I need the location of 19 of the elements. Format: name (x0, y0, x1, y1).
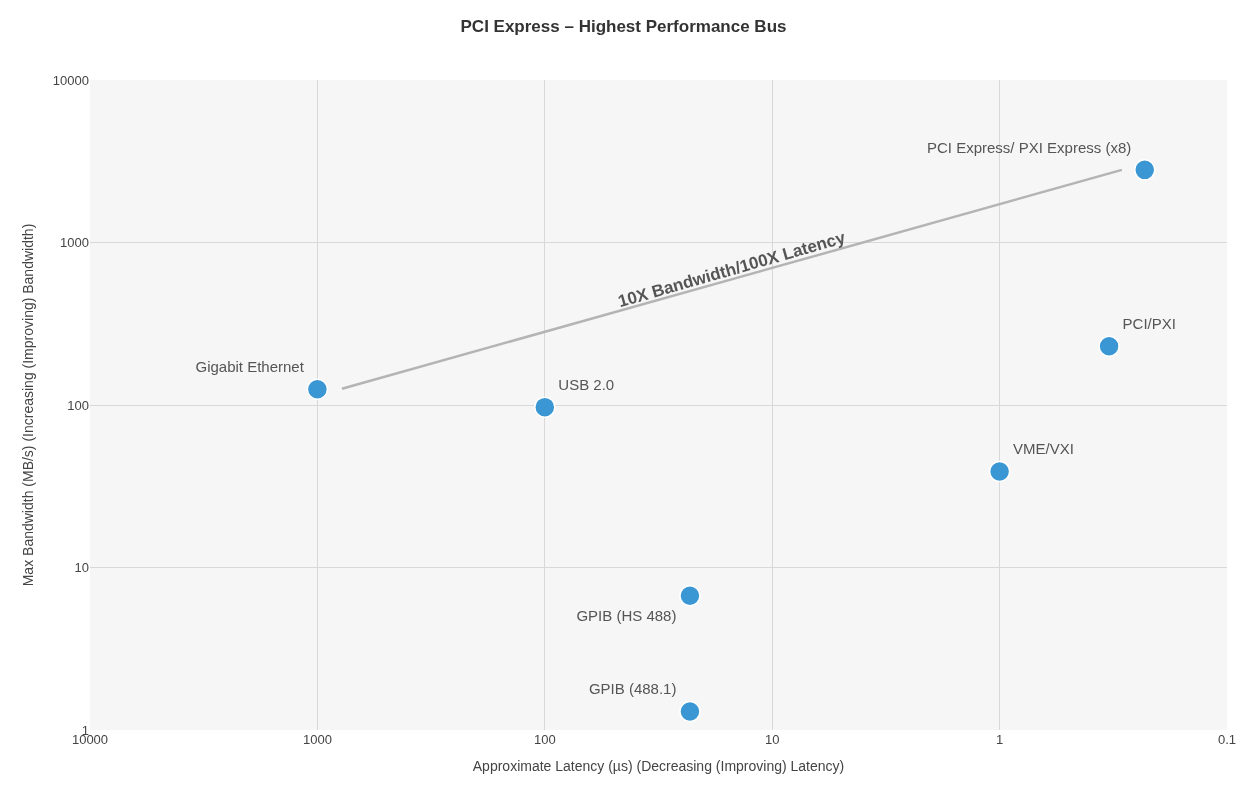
x-tick-label: 10 (764, 732, 780, 747)
x-axis-title: Approximate Latency (µs) (Decreasing (Improving) Latency) (472, 758, 845, 775)
y-tick-label: 1000 (60, 235, 89, 251)
y-axis-title: Max Bandwidth (MB/s) (Increasing (Improving) Bandwidth) (20, 223, 37, 587)
y-tick-label: 10000 (52, 72, 89, 88)
series-label: Gigabit Ethernet (195, 358, 305, 375)
y-tick-label: 10 (74, 560, 89, 576)
x-tick-label: 1 (995, 732, 1004, 747)
y-tick-label: 100 (67, 397, 89, 413)
series-label: GPIB (488.1) (588, 680, 677, 698)
series-label: GPIB (HS 488) (576, 606, 677, 624)
series-label: PCI/PXI (1122, 314, 1176, 332)
series-label: PCI Express/ PXI Express (x8) (927, 138, 1132, 156)
x-tick-label: 100 (533, 732, 556, 747)
x-tick-label: 1000 (302, 732, 332, 747)
x-tick-label: 0.1 (1217, 732, 1237, 747)
series-label: USB 2.0 (558, 375, 615, 393)
chart-title: PCI Express – Highest Performance Bus (460, 16, 787, 36)
series-label: VME/VXI (1013, 440, 1074, 458)
